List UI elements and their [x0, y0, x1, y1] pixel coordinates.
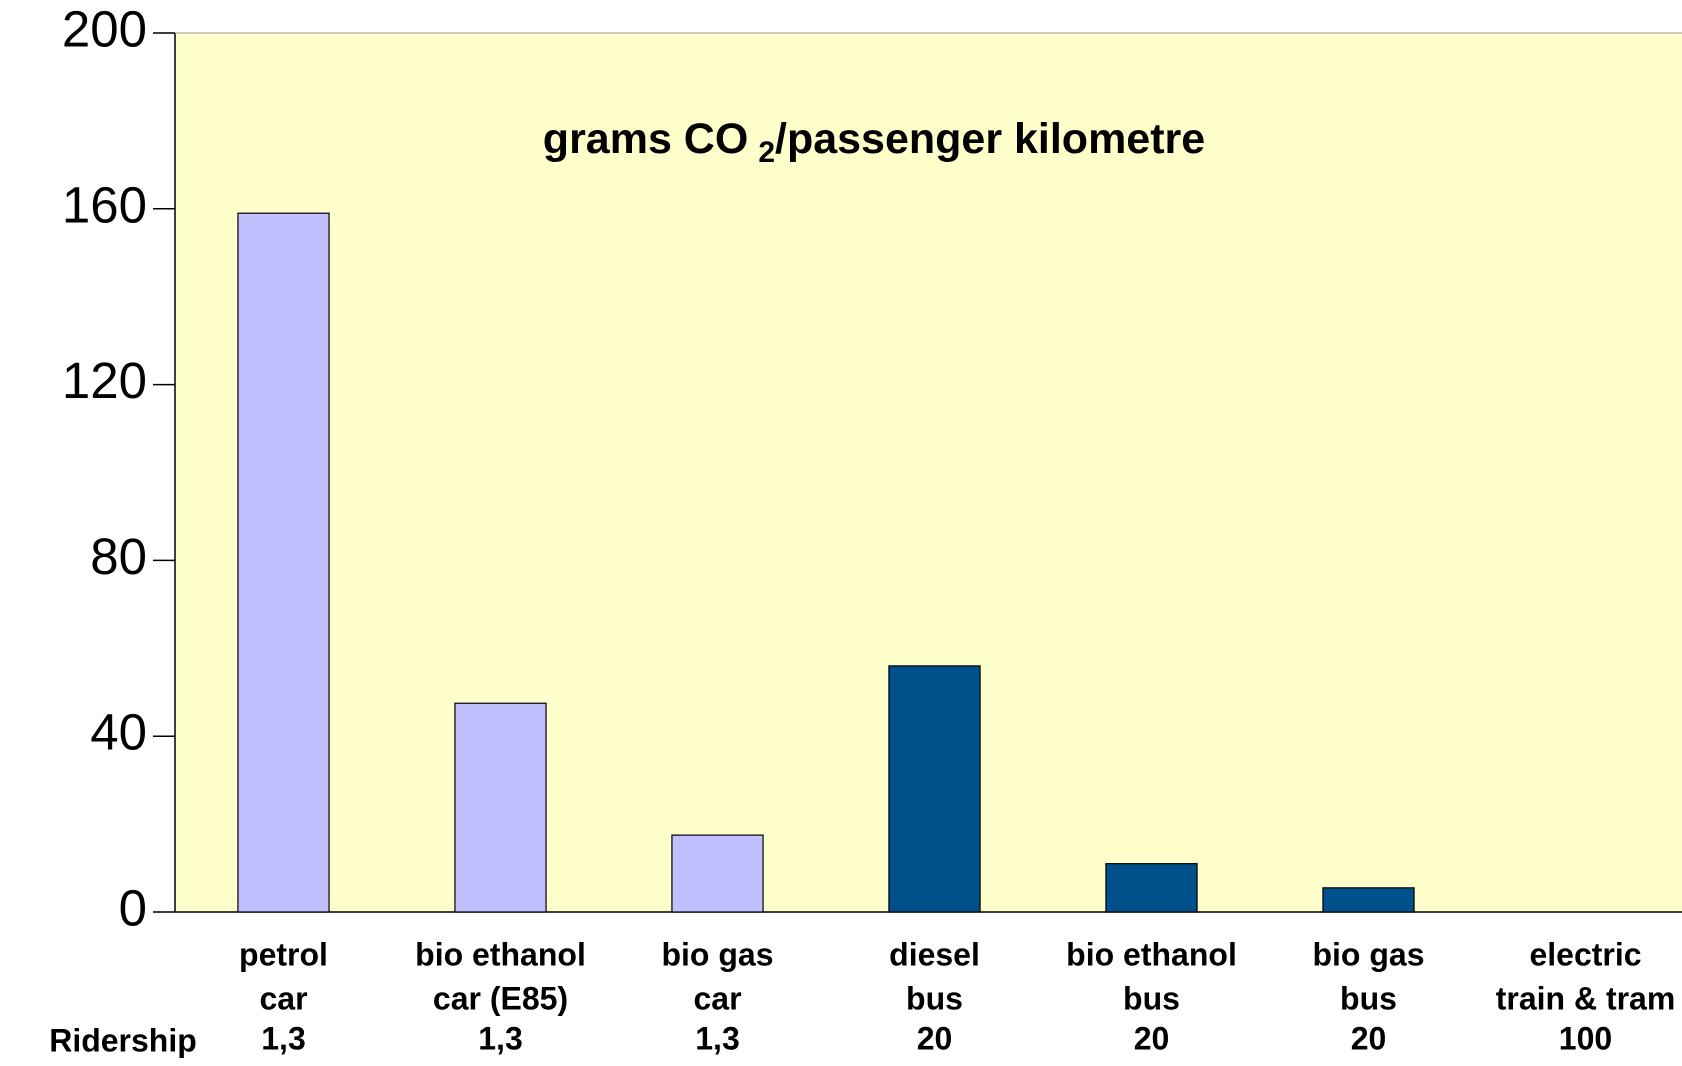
ridership-value: 1,3: [478, 1020, 522, 1056]
ridership-value: 20: [1351, 1020, 1387, 1056]
x-tick-label: car (E85): [433, 980, 568, 1016]
ridership-value: 20: [1134, 1020, 1170, 1056]
bar: [455, 703, 546, 912]
bar: [1323, 888, 1414, 912]
ridership-value: 100: [1559, 1020, 1612, 1056]
title: grams CO: [543, 115, 749, 163]
x-tick-label: bio gas: [1312, 936, 1424, 972]
bar: [889, 666, 980, 912]
y-tick-label: 120: [62, 352, 147, 409]
x-tick-label: car: [259, 980, 307, 1016]
y-tick-label: 0: [119, 879, 147, 936]
x-tick-label: car: [693, 980, 741, 1016]
x-tick-label: bus: [906, 980, 963, 1016]
ridership-value: 1,3: [695, 1020, 739, 1056]
bar: [238, 213, 329, 912]
chart-title: grams CO 2/passenger kilometre: [543, 115, 1205, 169]
x-tick-label: bus: [1123, 980, 1180, 1016]
x-tick-label: bus: [1340, 980, 1397, 1016]
x-tick-label: bio ethanol: [415, 936, 586, 972]
ridership-label: Ridership: [49, 1022, 197, 1058]
x-tick-label: electric: [1529, 936, 1641, 972]
x-tick-label: train & tram: [1496, 980, 1676, 1016]
chart: grams CO2/passenger kilometre Ridership …: [0, 0, 1682, 1066]
ridership-value: 1,3: [261, 1020, 305, 1056]
bar: [1106, 864, 1197, 912]
ridership-value: 20: [917, 1020, 953, 1056]
x-tick-label: bio gas: [661, 936, 773, 972]
title-subscript: 2: [758, 136, 775, 169]
y-tick-label: 200: [62, 0, 147, 57]
x-tick-label: bio ethanol: [1066, 936, 1237, 972]
y-tick-label: 80: [90, 528, 147, 585]
title-rest: /passenger kilometre: [775, 115, 1205, 163]
y-tick-label: 40: [90, 704, 147, 761]
bar: [672, 835, 763, 912]
y-tick-label: 160: [62, 176, 147, 233]
x-tick-label: petrol: [239, 936, 328, 972]
x-tick-label: diesel: [889, 936, 980, 972]
